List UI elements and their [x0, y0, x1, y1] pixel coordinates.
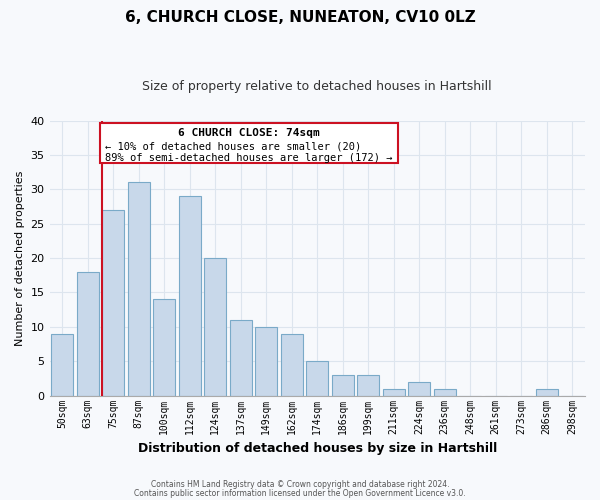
Bar	[128, 182, 149, 396]
Bar	[154, 300, 175, 396]
Bar	[409, 382, 430, 396]
Text: 89% of semi-detached houses are larger (172) →: 89% of semi-detached houses are larger (…	[104, 153, 392, 163]
Bar	[103, 210, 124, 396]
Bar	[179, 196, 200, 396]
Y-axis label: Number of detached properties: Number of detached properties	[15, 170, 25, 346]
FancyBboxPatch shape	[100, 124, 398, 163]
Bar	[383, 389, 404, 396]
Text: 6, CHURCH CLOSE, NUNEATON, CV10 0LZ: 6, CHURCH CLOSE, NUNEATON, CV10 0LZ	[125, 10, 475, 25]
Bar	[434, 389, 455, 396]
Bar	[256, 327, 277, 396]
Bar	[332, 375, 353, 396]
Bar	[281, 334, 302, 396]
Bar	[205, 258, 226, 396]
Text: Contains public sector information licensed under the Open Government Licence v3: Contains public sector information licen…	[134, 488, 466, 498]
Bar	[52, 334, 73, 396]
Text: ← 10% of detached houses are smaller (20): ← 10% of detached houses are smaller (20…	[104, 141, 361, 151]
Bar	[230, 320, 251, 396]
Title: Size of property relative to detached houses in Hartshill: Size of property relative to detached ho…	[142, 80, 492, 93]
Text: Contains HM Land Registry data © Crown copyright and database right 2024.: Contains HM Land Registry data © Crown c…	[151, 480, 449, 489]
Bar	[358, 375, 379, 396]
Text: 6 CHURCH CLOSE: 74sqm: 6 CHURCH CLOSE: 74sqm	[178, 128, 320, 138]
Bar	[307, 362, 328, 396]
Bar	[536, 389, 557, 396]
X-axis label: Distribution of detached houses by size in Hartshill: Distribution of detached houses by size …	[137, 442, 497, 455]
Bar	[77, 272, 98, 396]
